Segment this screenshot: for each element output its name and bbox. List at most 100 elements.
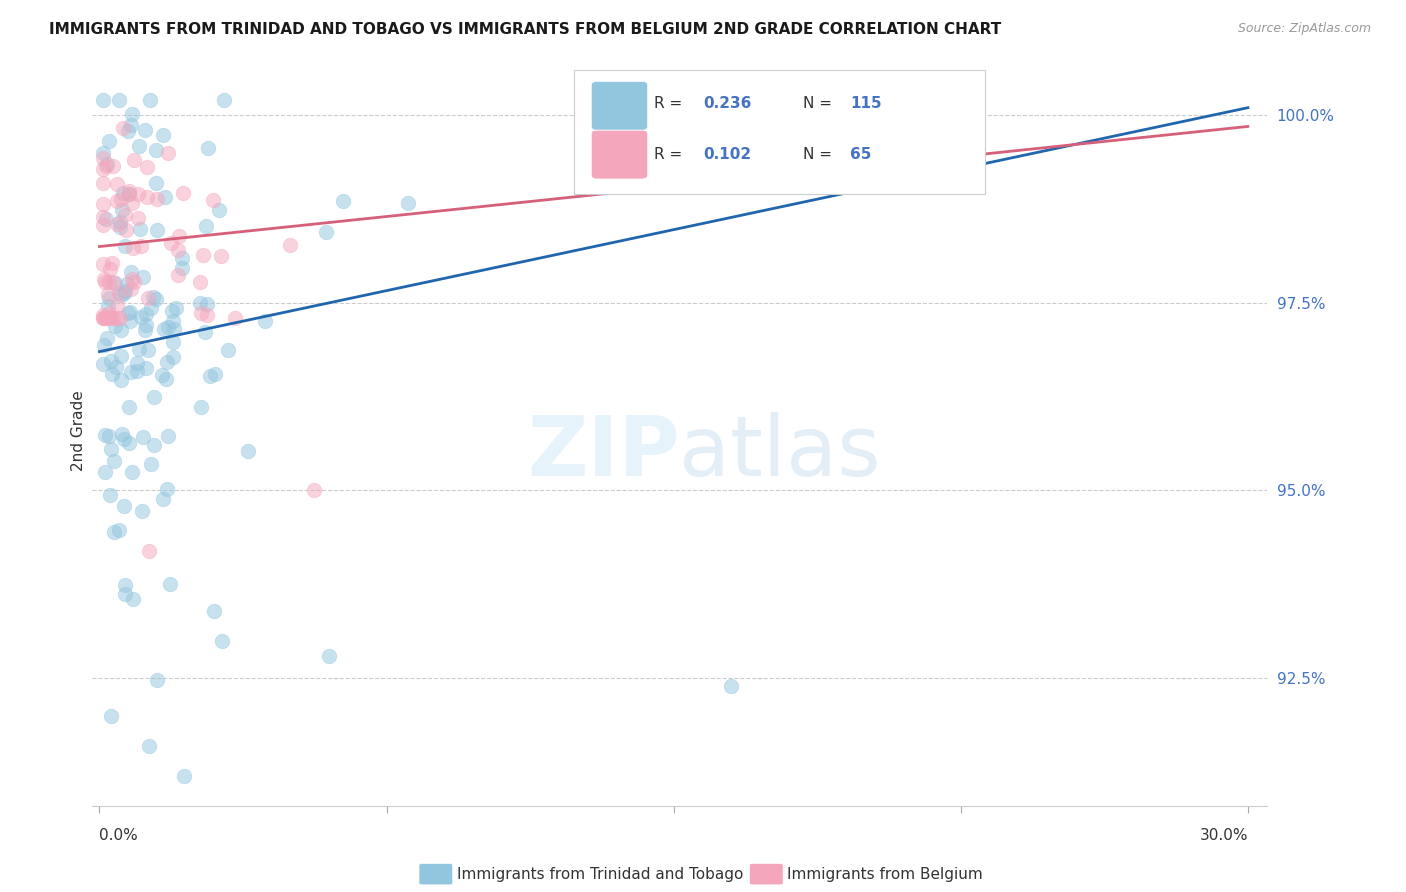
Point <box>190 401 212 415</box>
Point <box>93 272 115 286</box>
Point <box>98 429 121 443</box>
Point <box>93 310 115 325</box>
Point <box>127 186 149 201</box>
Point <box>156 319 179 334</box>
Point <box>145 143 167 157</box>
Text: 0.102: 0.102 <box>703 147 751 162</box>
Point <box>278 237 301 252</box>
Point <box>105 310 128 325</box>
Point <box>120 118 142 132</box>
Point <box>104 277 127 291</box>
Point <box>146 223 169 237</box>
Point <box>198 368 221 383</box>
Point <box>101 159 124 173</box>
Text: atlas: atlas <box>679 412 882 493</box>
Point <box>146 192 169 206</box>
Point <box>131 504 153 518</box>
Point <box>152 128 174 142</box>
Text: R =: R = <box>654 147 686 162</box>
Point <box>120 265 142 279</box>
Point <box>135 161 157 175</box>
Point <box>135 307 157 321</box>
Point <box>91 357 114 371</box>
Point <box>96 331 118 345</box>
Point <box>134 123 156 137</box>
Point <box>117 306 139 320</box>
Point <box>110 214 132 228</box>
Point <box>142 390 165 404</box>
Y-axis label: 2nd Grade: 2nd Grade <box>72 390 86 471</box>
FancyBboxPatch shape <box>592 81 648 130</box>
Point <box>139 301 162 315</box>
Point <box>238 444 260 458</box>
Text: Immigrants from Belgium: Immigrants from Belgium <box>787 867 983 881</box>
Point <box>91 308 114 322</box>
Point <box>211 633 233 648</box>
Point <box>720 679 742 693</box>
Point <box>91 93 114 107</box>
Point <box>121 195 143 210</box>
Point <box>172 186 194 201</box>
Point <box>396 196 419 211</box>
Point <box>129 239 152 253</box>
Point <box>165 301 187 315</box>
Point <box>97 275 120 289</box>
Point <box>96 310 118 325</box>
Point <box>139 93 162 107</box>
Point <box>98 262 121 277</box>
Point <box>110 349 132 363</box>
Point <box>194 219 217 233</box>
Point <box>114 208 136 222</box>
Point <box>201 193 224 207</box>
Point <box>110 373 132 387</box>
Point <box>124 275 146 289</box>
Point <box>110 323 132 337</box>
Point <box>122 153 145 168</box>
Point <box>105 218 128 232</box>
Point <box>112 286 135 301</box>
Point <box>118 186 141 201</box>
Point <box>156 146 179 161</box>
Point <box>111 203 134 218</box>
Point <box>127 364 149 378</box>
Point <box>127 356 149 370</box>
Point <box>120 365 142 379</box>
Point <box>103 524 125 539</box>
Text: ZIP: ZIP <box>527 412 679 493</box>
Point <box>91 310 114 325</box>
Text: IMMIGRANTS FROM TRINIDAD AND TOBAGO VS IMMIGRANTS FROM BELGIUM 2ND GRADE CORRELA: IMMIGRANTS FROM TRINIDAD AND TOBAGO VS I… <box>49 22 1001 37</box>
Point <box>138 291 160 305</box>
Point <box>118 186 141 201</box>
Point <box>315 225 337 239</box>
Point <box>135 361 157 376</box>
Point <box>202 603 225 617</box>
Point <box>98 291 121 305</box>
Point <box>114 578 136 592</box>
Point <box>105 360 128 375</box>
Point <box>132 269 155 284</box>
Point <box>120 305 142 319</box>
Point <box>97 134 120 148</box>
Point <box>135 318 157 332</box>
Point <box>162 351 184 365</box>
Text: 30.0%: 30.0% <box>1199 829 1249 843</box>
Point <box>105 299 128 313</box>
Point <box>115 223 138 237</box>
Point <box>197 141 219 155</box>
Text: 115: 115 <box>849 96 882 112</box>
Point <box>101 367 124 381</box>
Point <box>110 288 132 302</box>
Point <box>120 282 142 296</box>
Point <box>108 286 131 301</box>
Point <box>108 93 131 107</box>
Text: N =: N = <box>803 96 837 112</box>
Point <box>112 432 135 446</box>
Point <box>138 739 160 753</box>
Point <box>208 203 231 218</box>
Point <box>101 256 124 270</box>
Point <box>91 197 114 211</box>
Point <box>188 275 211 289</box>
Point <box>188 295 211 310</box>
Point <box>121 106 143 120</box>
Point <box>195 297 218 311</box>
